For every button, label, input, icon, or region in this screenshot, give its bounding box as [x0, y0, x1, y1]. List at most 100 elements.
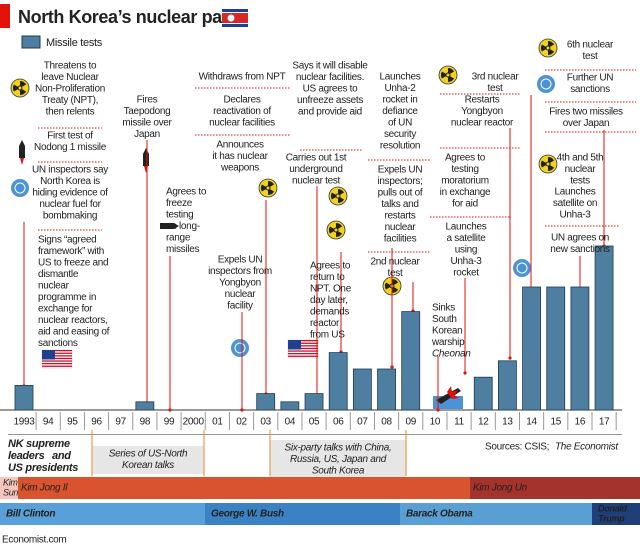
event-text: Korean	[432, 326, 462, 337]
divider	[8, 434, 622, 435]
event-text: underground	[289, 164, 342, 175]
event-text: Withdraws from NPT	[199, 72, 286, 83]
event-text: rocket	[453, 268, 479, 279]
leader-name: Kim Il	[3, 477, 25, 487]
event-text: Agrees to	[166, 187, 207, 198]
un-icon	[513, 259, 531, 277]
event-text: Sinks	[432, 303, 455, 314]
un-icon	[11, 179, 29, 197]
x-tick-label: 14	[526, 417, 537, 428]
bar	[570, 286, 590, 411]
event-text: then relents	[46, 107, 95, 118]
bar	[352, 368, 372, 411]
us-stripe	[288, 353, 318, 355]
event-text: Agrees to	[445, 153, 486, 164]
event-text: UN inspectors say	[32, 165, 108, 176]
nuclear-blade	[331, 192, 338, 200]
leader-band	[18, 477, 470, 499]
nk-flag	[222, 9, 248, 27]
x-tick-label: 05	[309, 417, 320, 428]
president-band	[205, 503, 400, 525]
nuclear-core	[445, 72, 451, 78]
leader-dot	[436, 408, 440, 412]
x-tick-label: 2000	[183, 417, 205, 428]
event-text: unfreeze assets	[297, 95, 363, 106]
event-text: US to freeze and	[38, 258, 108, 269]
event-text: leave Nuclear	[41, 72, 99, 83]
event-text: Expels UN	[378, 165, 423, 176]
leader-name: Kim Jong Un	[473, 483, 528, 494]
x-tick-label: 99	[164, 417, 175, 428]
event-text: 4th and 5th	[557, 153, 604, 164]
event-text: exchange for	[38, 304, 93, 315]
president-band	[400, 503, 592, 525]
x-tick-label: 98	[140, 417, 151, 428]
nuclear-blade	[541, 160, 548, 168]
x-tick-label: 12	[478, 417, 489, 428]
event-text: return to	[310, 272, 345, 283]
nuclear-blade	[385, 282, 392, 290]
event-text: Further UN	[567, 73, 614, 84]
x-tick-label: 17	[599, 417, 610, 428]
event-text: security	[384, 129, 416, 140]
event-text: missile over	[122, 118, 172, 129]
talks-text: South Korea	[312, 466, 365, 477]
bar	[304, 393, 324, 411]
event-text: reactor	[310, 318, 340, 329]
nuclear-blade	[441, 71, 448, 79]
leader-dot	[240, 408, 244, 412]
nuclear-core	[333, 227, 339, 233]
un-globe	[234, 342, 246, 354]
us-stripe	[288, 345, 318, 347]
event-text: dismantle	[38, 269, 79, 280]
event-text: facility	[227, 301, 253, 312]
event-text: 2nd nuclear	[371, 257, 421, 268]
event-text: programme in	[38, 292, 96, 303]
bar	[546, 286, 566, 411]
bar	[256, 393, 276, 411]
nuclear-core	[545, 161, 551, 167]
bar	[14, 384, 34, 411]
event-text: Restarts	[465, 95, 500, 106]
event-text: Japan	[134, 129, 160, 140]
event-text: hiding evidence of	[32, 188, 108, 199]
event-text: Launches	[446, 222, 487, 233]
footer: Economist.com	[2, 535, 66, 546]
nuclear-core	[17, 85, 23, 91]
event-text: pulls out of	[378, 188, 423, 199]
event-text: Fires	[137, 95, 158, 106]
event-text: defiance	[382, 106, 418, 117]
un-globe	[540, 78, 552, 90]
bar	[594, 245, 614, 411]
event-text: facilities	[384, 234, 417, 245]
nuclear-blade	[13, 84, 20, 92]
event-text: nuclear reactor	[451, 118, 514, 129]
un-icon	[231, 339, 249, 357]
event-text: nuclear fuel for	[39, 199, 101, 210]
talks-text: Russia, US, Japan and	[290, 454, 387, 465]
us-stripe	[42, 363, 72, 365]
event-text: of UN	[388, 118, 412, 129]
event-text: Unha-2	[385, 83, 417, 94]
legend-and: and	[52, 450, 71, 462]
icons	[10, 38, 558, 409]
nuclear-blade	[329, 226, 336, 234]
x-tick-label: 06	[333, 417, 344, 428]
bar	[401, 311, 421, 411]
leader-dot	[390, 365, 394, 369]
event-text: sanctions	[38, 338, 78, 349]
us-stripe	[288, 342, 318, 344]
event-text: range	[166, 233, 191, 244]
event-text: for aid	[452, 199, 478, 210]
bar	[135, 401, 155, 411]
event-text: rocket in	[382, 95, 417, 106]
event-text: Announces	[216, 140, 264, 151]
event-text: bombmaking	[43, 211, 97, 222]
bar	[522, 286, 541, 411]
event-text: on long-	[166, 221, 200, 232]
event-text: testing	[166, 210, 193, 221]
event-text: testing	[451, 164, 478, 175]
us-canton	[42, 350, 55, 360]
event-text: sanctions	[570, 84, 610, 95]
